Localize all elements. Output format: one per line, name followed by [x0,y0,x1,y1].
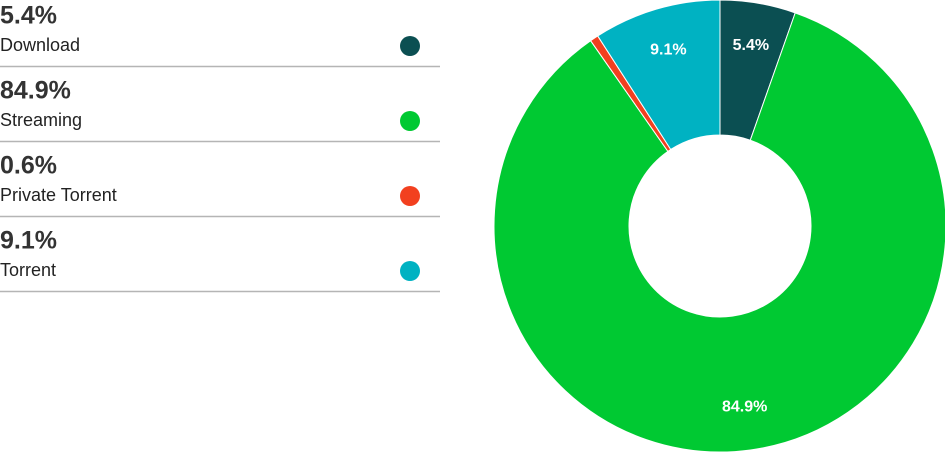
slice [597,0,721,151]
slice-label: 84.9% [722,399,767,416]
slice [493,12,945,452]
legend-value: 5.4% [0,2,57,30]
legend-value: 84.9% [0,77,71,105]
slice-label: 9.1% [650,42,686,59]
legend-label: Torrent [0,260,56,280]
legend-value: 9.1% [0,227,57,255]
slice-label: 5.4% [733,37,769,54]
legend-swatch [400,261,420,281]
legend-swatch [400,36,420,56]
legend-value: 0.6% [0,152,57,180]
legend-swatch [400,111,420,131]
legend-label: Private Torrent [0,185,117,205]
legend-label: Download [0,35,80,55]
legend-swatch [400,186,420,206]
legend-label: Streaming [0,110,82,130]
